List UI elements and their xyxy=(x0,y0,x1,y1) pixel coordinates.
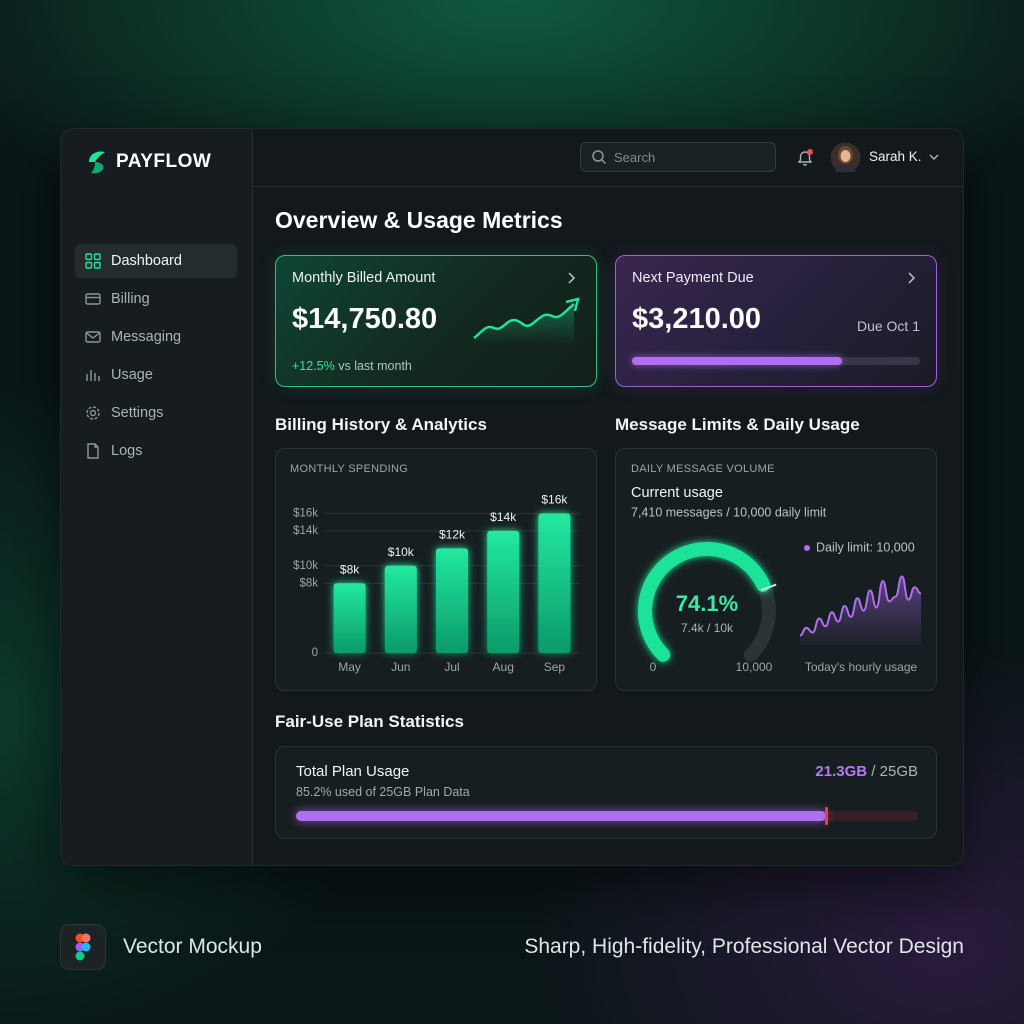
trend-sparkline xyxy=(473,297,580,344)
chart-title: MONTHLY SPENDING xyxy=(290,463,408,475)
top-bar: Search Sarah K. xyxy=(252,129,963,187)
panel-detail: 7,410 messages / 10,000 daily limit xyxy=(631,505,827,519)
panel-title: DAILY MESSAGE VOLUME xyxy=(631,463,775,475)
billed-amount: $14,750.80 xyxy=(292,303,438,335)
user-name[interactable]: Sarah K. xyxy=(869,149,922,164)
x-tick-label: Jul xyxy=(444,660,459,674)
y-tick-label: $16k xyxy=(293,507,318,519)
payment-card: Next Payment Due $3,210.00 Due Oct 1 xyxy=(615,255,937,387)
bar xyxy=(538,513,571,653)
section-heading: Billing History & Analytics xyxy=(275,415,487,434)
plan-title: Total Plan Usage xyxy=(296,763,410,780)
bar xyxy=(384,565,417,653)
plan-usage-figure: 21.3GB / 25GB xyxy=(815,763,918,780)
y-tick-label: $14k xyxy=(293,525,318,537)
bar-chart: MONTHLY SPENDING 0 $8k $10k $14k $16k May $8k J… xyxy=(290,463,580,674)
plan-progress-track xyxy=(296,807,918,825)
payment-progress-track xyxy=(632,357,920,365)
x-tick-label: Sep xyxy=(544,660,566,674)
bar-value-label: $14k xyxy=(490,510,517,524)
limit-legend: Daily limit: 10,000 xyxy=(816,540,915,554)
x-tick-label: Jun xyxy=(391,660,410,674)
nav-label: Settings xyxy=(111,405,164,421)
card-chevron[interactable] xyxy=(566,272,576,284)
bar xyxy=(487,530,520,653)
nav-label: Messaging xyxy=(111,329,182,345)
gauge-max-label: 10,000 xyxy=(736,660,773,674)
plan-progress-marker xyxy=(824,807,828,825)
bar xyxy=(436,548,468,653)
figma-icon xyxy=(60,924,106,970)
section-heading: Fair-Use Plan Statistics xyxy=(275,712,464,731)
billed-card: Monthly Billed Amount $14,750.80 +12.5% … xyxy=(275,255,597,387)
gauge-detail: 7.4k / 10k xyxy=(681,621,734,635)
gauge-value-arc xyxy=(638,542,771,662)
section-heading: Message Limits & Daily Usage xyxy=(615,415,860,434)
y-tick-label: $8k xyxy=(299,577,318,589)
gauge-limit-tick xyxy=(760,583,777,592)
search-placeholder: Search xyxy=(614,149,656,165)
message-charts: DAILY MESSAGE VOLUME Current usage 7,410… xyxy=(631,463,922,674)
page-title: Overview & Usage Metrics xyxy=(275,207,563,233)
plan-total: / 25GB xyxy=(871,763,918,780)
hourly-label: Today's hourly usage xyxy=(805,660,918,674)
brand-name: PAYFLOW xyxy=(116,151,212,172)
payment-progress-fill xyxy=(632,357,843,365)
panel-subtitle: Current usage xyxy=(631,485,723,501)
nav-label: Logs xyxy=(111,443,143,459)
card-title: Next Payment Due xyxy=(632,270,754,286)
card-chevron[interactable] xyxy=(906,272,916,284)
nav-item[interactable]: Settings xyxy=(75,396,237,430)
bar xyxy=(333,583,366,653)
footer-right: Sharp, High-fidelity, Professional Vecto… xyxy=(524,935,964,958)
hourly-line xyxy=(799,575,922,637)
search-box[interactable]: Search xyxy=(580,142,776,172)
plan-progress-fill xyxy=(296,807,828,825)
billed-change: +12.5% xyxy=(292,359,335,373)
plan-used: 21.3GB xyxy=(815,763,868,780)
gauge-percent: 74.1% xyxy=(676,591,738,616)
payment-due: Due Oct 1 xyxy=(856,318,920,334)
x-tick-label: May xyxy=(338,660,361,674)
nav-item[interactable]: Dashboard xyxy=(75,244,237,278)
bar-value-label: $16k xyxy=(541,493,568,507)
nav-label: Usage xyxy=(111,367,153,383)
sidebar: PAYFLOW Dashboard Billing Messaging Usag… xyxy=(61,129,253,865)
message-panel: DAILY MESSAGE VOLUME Current usage 7,410… xyxy=(615,448,937,691)
payment-amount: $3,210.00 xyxy=(632,303,762,335)
brand-logo xyxy=(89,151,105,174)
nav-item[interactable]: Usage xyxy=(75,358,237,392)
billed-change-row: +12.5% vs last month xyxy=(292,359,412,373)
legend-dot xyxy=(804,545,810,551)
nav-label: Dashboard xyxy=(111,253,182,269)
billing-panel: MONTHLY SPENDING 0 $8k $10k $14k $16k May $8k J… xyxy=(275,448,597,691)
nav-item[interactable]: Billing xyxy=(75,282,237,316)
nav-item[interactable]: Messaging xyxy=(75,320,237,354)
y-tick-label: 0 xyxy=(312,647,318,659)
x-tick-label: Aug xyxy=(493,660,514,674)
billed-change-text: vs last month xyxy=(338,359,412,373)
user-avatar[interactable] xyxy=(830,142,861,173)
bar-value-label: $12k xyxy=(439,528,466,542)
hourly-area xyxy=(800,576,921,645)
nav-item[interactable]: Logs xyxy=(75,434,237,468)
notification-bell[interactable] xyxy=(795,148,815,168)
fair-use-panel: Total Plan Usage 85.2% used of 25GB Plan… xyxy=(275,746,937,839)
y-tick-label: $10k xyxy=(293,560,318,572)
nav-label: Billing xyxy=(111,291,150,307)
plan-detail: 85.2% used of 25GB Plan Data xyxy=(296,785,470,799)
card-title: Monthly Billed Amount xyxy=(292,270,436,286)
bar-value-label: $10k xyxy=(388,545,415,559)
user-menu-chevron[interactable] xyxy=(929,153,939,161)
footer-left: Vector Mockup xyxy=(123,935,262,958)
bar-value-label: $8k xyxy=(340,562,360,576)
gauge-min-label: 0 xyxy=(650,660,657,674)
